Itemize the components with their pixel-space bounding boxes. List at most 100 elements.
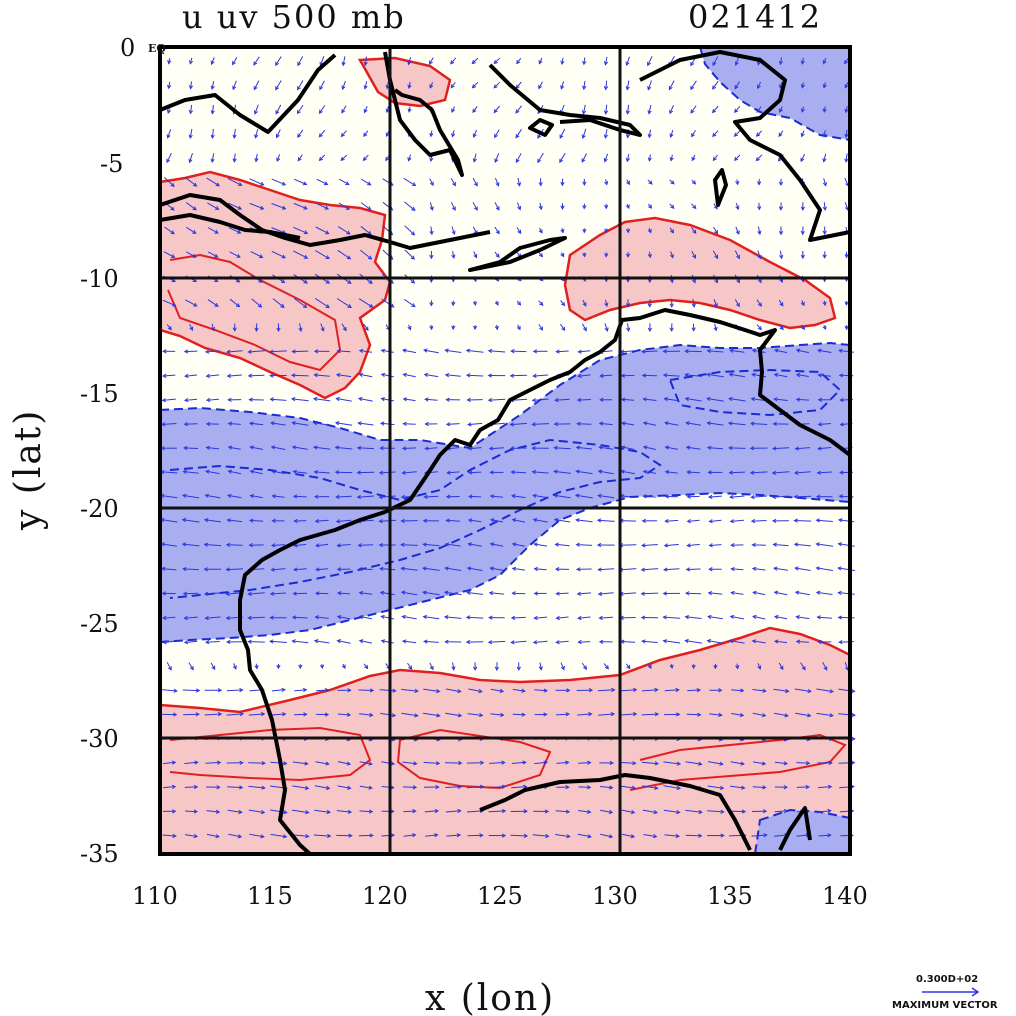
wind-vector [381,761,395,765]
wind-vector-head [467,542,472,547]
wind-vector [270,809,287,814]
wind-vector [402,471,417,474]
wind-vector-head [182,591,188,596]
wind-vector [578,374,591,377]
wind-vector [204,592,221,595]
wind-vector [445,688,461,693]
coastline-island-small-1 [528,118,554,137]
wind-vector [211,323,215,331]
wind-vector-head [368,761,373,766]
wind-vector-head [275,86,279,91]
wind-vector [402,786,417,788]
wind-vector-head [276,157,281,162]
wind-vector-head [647,86,652,91]
wind-vector-head [712,156,717,162]
wind-vector-head [172,833,177,838]
wind-vector-head [247,591,252,596]
coastline-new-guinea [639,50,851,242]
wind-vector-head [844,133,849,139]
wind-vector-head [654,761,660,766]
wind-vector-head [692,254,696,259]
wind-vector-head [315,567,320,572]
wind-vector [604,153,609,162]
wind-vector [619,568,637,571]
wind-vector [734,250,740,259]
coastline-timor [468,236,567,272]
wind-vector-head [167,326,172,331]
wind-vector [488,786,506,789]
wind-vector-head [494,325,499,331]
wind-vector [620,762,636,764]
wind-vector-head [489,470,494,475]
wind-vector-head [640,591,645,596]
wind-vector-head [172,712,178,717]
wind-vector-head [315,543,320,548]
wind-vector-head [214,229,219,234]
wind-vector [357,447,374,450]
wind-vector [605,80,608,90]
wind-vector [166,662,172,671]
wind-vector-head [509,373,515,378]
wind-vector-head [380,348,386,353]
wind-vector-head [756,61,761,66]
wind-vector-head [363,85,368,90]
wind-vector-head [712,85,717,90]
wind-vector [336,810,352,813]
wind-vector [556,350,569,353]
wind-vector [494,129,500,138]
wind-vector [233,128,236,138]
wind-vector-head [827,784,833,789]
wind-vector-head [777,157,783,162]
wind-vector [204,519,221,523]
wind-vector-head [684,615,689,620]
wind-vector [232,80,237,90]
wind-vector [772,495,790,498]
wind-vector-head [182,566,187,572]
wind-vector-head [532,517,538,523]
wind-vector-head [516,666,521,671]
wind-vector [642,809,658,814]
wind-vector-head [807,713,812,718]
wind-vector [364,81,368,89]
wind-vector-head [400,542,405,547]
wind-vector-head [707,494,713,499]
wind-vector-head [450,60,455,65]
wind-vector [380,712,396,717]
wind-vector [794,688,811,692]
wind-vector-head [238,785,244,790]
wind-vector [292,616,308,619]
wind-vector [604,129,608,138]
wind-vector-head [771,470,777,475]
wind-vector-head [708,567,713,572]
wind-vector [838,592,855,595]
wind-vector-head [625,228,631,234]
wind-vector-head [192,253,197,258]
wind-vector [599,422,613,426]
wind-vector-head [517,301,522,306]
wind-vector-head [823,666,828,671]
wind-vector-head [510,349,515,354]
wind-vector-head [648,180,653,185]
wind-vector-head [851,689,856,694]
wind-vector [598,568,615,571]
wind-vector [735,56,740,66]
wind-vector-head [232,85,237,91]
wind-vector-head [357,421,362,426]
wind-vector [663,616,681,619]
wind-vector [472,177,478,186]
wind-vector-head [654,712,660,717]
wind-vector-head [401,470,406,475]
wind-vector [691,250,696,259]
wind-vector-head [559,134,564,139]
wind-vector [494,153,500,163]
wind-vector [533,640,548,643]
wind-vector [556,640,569,643]
coastline-sulawesi [488,63,642,137]
wind-vector-head [603,61,609,66]
wind-vector-head [685,591,690,596]
wind-vector-head [691,132,695,138]
wind-vector-head [336,567,342,572]
wind-vector-head [554,567,560,572]
wind-vector [686,568,701,570]
wind-vector-head [533,566,539,572]
